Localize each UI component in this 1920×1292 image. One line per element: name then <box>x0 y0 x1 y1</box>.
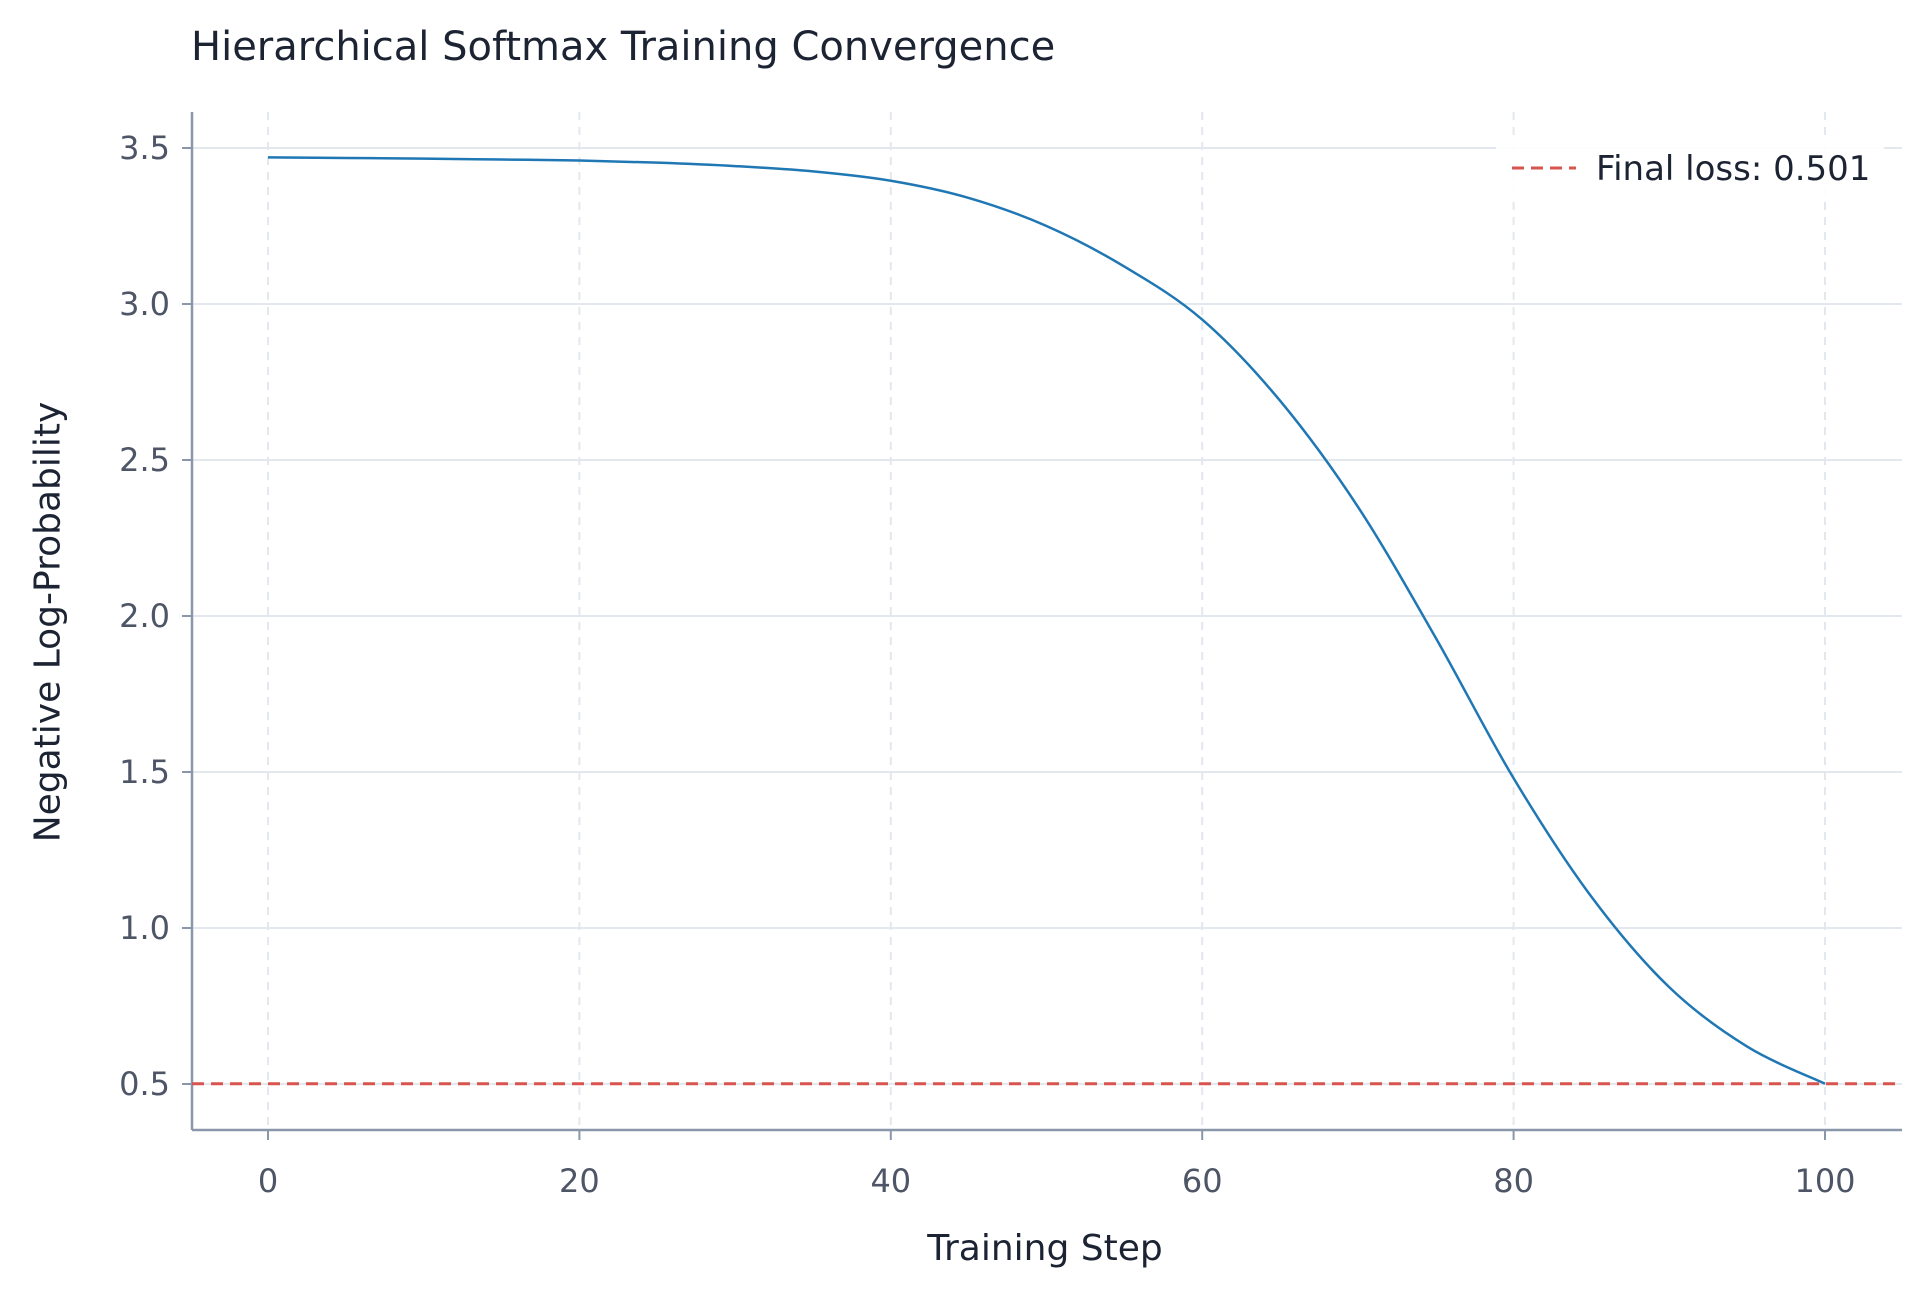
x-tick-label: 0 <box>258 1162 278 1200</box>
x-tick-label: 40 <box>870 1162 911 1200</box>
y-tick-label: 3.5 <box>119 129 170 167</box>
tick-marks: 0.5 1.0 1.5 2.0 2.5 3.0 3.5 0 20 40 60 80 100 <box>119 129 1855 1200</box>
grid-lines <box>192 112 1902 1130</box>
series-lines <box>267 156 1826 1085</box>
y-tick-label: 3.0 <box>119 285 170 323</box>
axes <box>190 112 1902 1132</box>
y-tick-label: 0.5 <box>119 1065 170 1103</box>
y-tick-label: 1.0 <box>119 909 170 947</box>
y-tick-label: 2.0 <box>119 597 170 635</box>
x-tick-label: 100 <box>1794 1162 1855 1200</box>
legend: Final loss: 0.501 <box>1496 138 1884 200</box>
x-axis-label: Training Step <box>927 1228 1163 1269</box>
y-tick-label: 2.5 <box>119 441 170 479</box>
legend-label: Final loss: 0.501 <box>1596 149 1870 189</box>
chart-title: Hierarchical Softmax Training Convergenc… <box>191 24 1056 70</box>
x-tick-label: 20 <box>559 1162 600 1200</box>
x-tick-label: 80 <box>1493 1162 1534 1200</box>
loss-series-line <box>267 156 1826 1085</box>
x-tick-label: 60 <box>1182 1162 1223 1200</box>
y-tick-label: 1.5 <box>119 753 170 791</box>
y-axis-label: Negative Log-Probability <box>27 401 69 843</box>
